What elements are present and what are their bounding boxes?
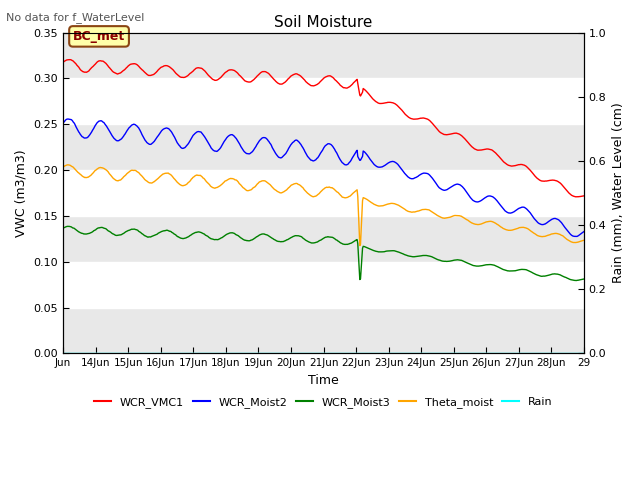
Title: Soil Moisture: Soil Moisture: [275, 15, 372, 30]
Bar: [63, 216, 584, 262]
Text: No data for f_WaterLevel: No data for f_WaterLevel: [6, 12, 145, 23]
Bar: [63, 262, 584, 308]
Bar: [63, 124, 584, 170]
Y-axis label: Rain (mm), Water Level (cm): Rain (mm), Water Level (cm): [612, 103, 625, 283]
Legend: WCR_VMC1, WCR_Moist2, WCR_Moist3, Theta_moist, Rain: WCR_VMC1, WCR_Moist2, WCR_Moist3, Theta_…: [90, 392, 557, 412]
Bar: [63, 78, 584, 124]
X-axis label: Time: Time: [308, 374, 339, 387]
Bar: [63, 33, 584, 78]
Bar: [63, 308, 584, 353]
Bar: [63, 170, 584, 216]
Text: BC_met: BC_met: [73, 30, 125, 43]
Y-axis label: VWC (m3/m3): VWC (m3/m3): [15, 149, 28, 237]
